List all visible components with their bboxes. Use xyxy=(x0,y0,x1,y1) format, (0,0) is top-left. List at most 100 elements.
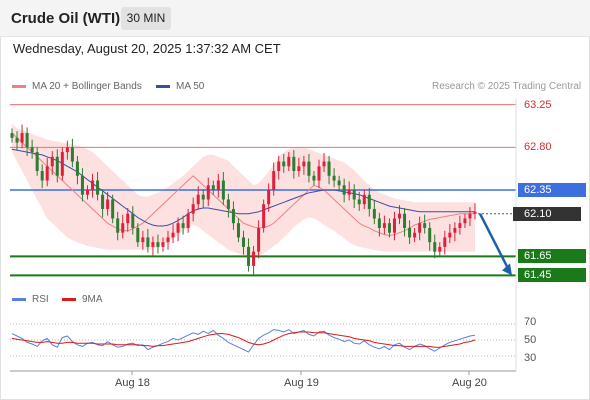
candle-body xyxy=(216,180,220,190)
candle-body xyxy=(161,242,165,247)
ma50-line xyxy=(11,148,475,227)
candle-body xyxy=(372,208,376,219)
rsi-tick-50: 50 xyxy=(524,334,537,346)
candle-body xyxy=(55,156,59,176)
candle-body xyxy=(387,223,391,233)
candle-body xyxy=(136,227,140,243)
ma9-swatch-icon xyxy=(62,298,76,301)
candle-body xyxy=(418,223,422,233)
price-label-resistance: 62.80 xyxy=(524,141,552,154)
candle-body xyxy=(121,223,125,233)
projection-arrow xyxy=(478,213,511,271)
candle-body xyxy=(322,161,326,167)
candle-body xyxy=(468,213,472,219)
candle-body xyxy=(403,213,407,228)
candle-body xyxy=(60,152,64,176)
rsi-legend-label: RSI xyxy=(32,294,49,305)
candle-body xyxy=(352,190,356,200)
candle-body xyxy=(282,161,286,167)
candle-body xyxy=(101,194,105,209)
candle-body xyxy=(443,237,447,247)
candle-body xyxy=(171,232,175,238)
candle-body xyxy=(226,199,230,209)
candle-body xyxy=(342,185,346,195)
candle-body xyxy=(428,227,432,243)
candle-body xyxy=(65,147,69,153)
price-label-pivot: 62.35 xyxy=(518,183,586,197)
price-label-support: 61.65 xyxy=(518,249,586,264)
candle-body xyxy=(181,223,185,228)
legend-ma50: MA 50 xyxy=(156,81,204,92)
candle-body xyxy=(272,171,276,190)
rsi-ma9-line xyxy=(11,331,476,348)
candle-body xyxy=(463,218,467,224)
candle-body xyxy=(10,133,14,138)
rsi-tick-30: 30 xyxy=(524,352,537,364)
ma50-legend-label: MA 50 xyxy=(176,81,205,92)
price-label-current: 62.10 xyxy=(513,206,581,221)
candle-body xyxy=(40,171,44,181)
candle-body xyxy=(287,156,291,167)
candle-body xyxy=(75,161,79,176)
candle-body xyxy=(398,213,402,219)
candle-body xyxy=(277,161,281,172)
candle-body xyxy=(332,175,336,181)
candle-body xyxy=(382,223,386,228)
candle-body xyxy=(377,218,381,228)
candle-body xyxy=(80,175,84,195)
candle-body xyxy=(262,204,266,228)
candle-body xyxy=(453,227,457,233)
ma9-legend-label: 9MA xyxy=(82,294,103,305)
candle-body xyxy=(85,190,89,195)
header-bar: Crude Oil (WTI) 30 MIN xyxy=(0,0,590,37)
candle-body xyxy=(146,237,150,247)
rsi-line xyxy=(11,329,476,353)
candle-body xyxy=(241,237,246,247)
candle-body xyxy=(297,166,301,172)
candle-body xyxy=(392,218,396,233)
candle-body xyxy=(413,232,417,238)
rsi-tick-70: 70 xyxy=(524,316,537,328)
candle-body xyxy=(438,246,442,252)
x-label-aug19: Aug 19 xyxy=(284,377,319,389)
candle-body xyxy=(236,223,240,238)
legend-ma9: 9MA xyxy=(62,294,103,305)
candle-body xyxy=(362,194,366,205)
datetime-label: Wednesday, August 20, 2025 1:37:32 AM CE… xyxy=(13,41,281,56)
candle-body xyxy=(15,137,19,143)
candle-body xyxy=(91,180,95,190)
price-label-resistance: 63.25 xyxy=(524,98,552,111)
x-label-aug18: Aug 18 xyxy=(115,377,150,389)
candle-body xyxy=(473,211,477,214)
candle-body xyxy=(131,213,135,228)
candle-body xyxy=(292,156,296,172)
candle-body xyxy=(201,194,205,200)
candle-body xyxy=(196,194,200,205)
candle-body xyxy=(302,161,306,167)
candle-body xyxy=(317,166,321,181)
rsi-swatch-icon xyxy=(12,298,26,301)
candle-body xyxy=(206,185,210,200)
candle-body xyxy=(458,223,462,228)
candle-body xyxy=(20,133,24,143)
candle-body xyxy=(186,213,190,228)
candle-body xyxy=(96,180,100,195)
candle-body xyxy=(176,223,180,233)
candle-body xyxy=(267,190,271,205)
candle-body xyxy=(252,251,256,266)
candle-body xyxy=(247,246,251,266)
candle-body xyxy=(111,199,115,219)
candle-body xyxy=(50,156,54,167)
candle-body xyxy=(166,237,170,243)
timeframe-button[interactable]: 30 MIN xyxy=(121,7,171,30)
candle-body xyxy=(25,133,29,148)
candle-body xyxy=(448,232,452,238)
copyright-notice: Research © 2025 Trading Central xyxy=(432,81,582,92)
ma20-swatch-icon xyxy=(12,85,26,88)
candle-body xyxy=(221,180,225,200)
candle-body xyxy=(433,242,437,252)
price-label-support: 61.45 xyxy=(518,268,586,283)
candle-body xyxy=(423,223,427,228)
candle-body xyxy=(347,190,351,195)
